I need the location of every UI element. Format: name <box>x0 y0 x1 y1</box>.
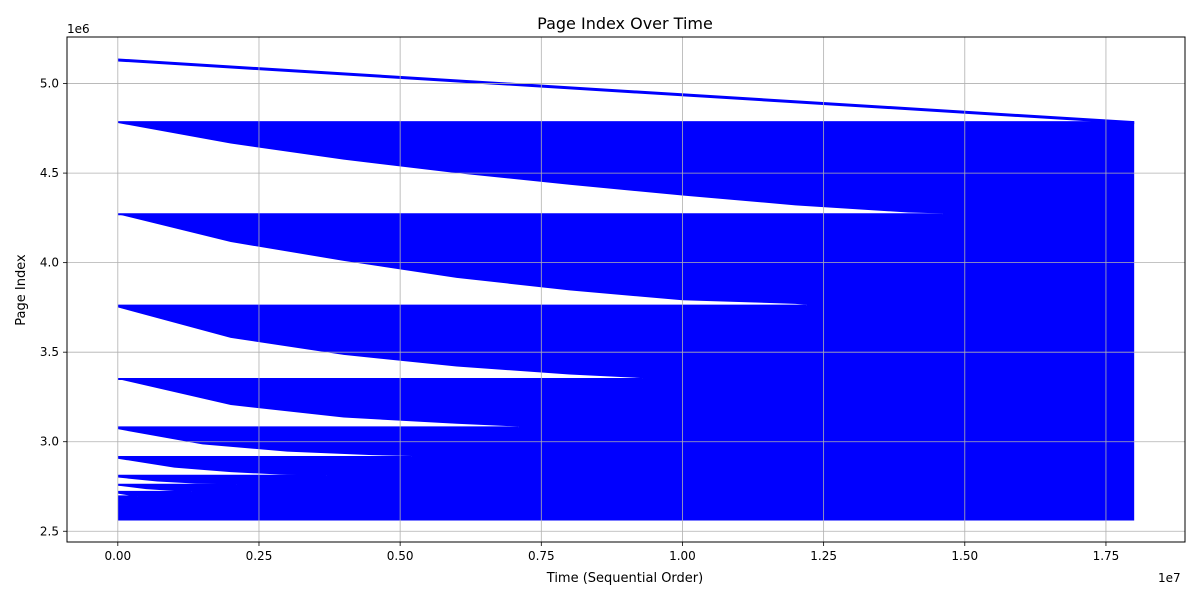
wedge-gap-4 <box>117 379 519 428</box>
y-tick-label-1: 3.0 <box>40 435 59 449</box>
wedge-gap-2 <box>117 214 807 306</box>
wedge-gap-7 <box>117 477 237 485</box>
x-tick-label-1: 0.25 <box>246 549 273 563</box>
x-tick-label-3: 0.75 <box>528 549 555 563</box>
y-axis-label: Page Index <box>14 254 29 326</box>
chart-title: Page Index Over Time <box>537 14 713 33</box>
wedge-gap-6 <box>117 458 327 476</box>
wedge-gap-3 <box>117 307 643 380</box>
wedge-gap-1 <box>117 122 943 215</box>
y-offset-label: 1e6 <box>67 22 90 36</box>
x-axis-label: Time (Sequential Order) <box>546 571 703 586</box>
x-tick-label-4: 1.00 <box>669 549 696 563</box>
y-tick-label-2: 3.5 <box>40 345 59 359</box>
x-offset-label: 1e7 <box>1158 571 1181 585</box>
x-tick-label-7: 1.75 <box>1093 549 1120 563</box>
y-tick-label-5: 5.0 <box>40 77 59 91</box>
x-tick-label-5: 1.25 <box>810 549 837 563</box>
x-tick-label-6: 1.50 <box>951 549 978 563</box>
wedge-gap-5 <box>117 429 412 457</box>
y-tick-label-4: 4.5 <box>40 166 59 180</box>
plot-frame <box>66 36 1186 543</box>
x-tick-label-2: 0.50 <box>387 549 414 563</box>
top-sloped-band <box>117 58 1135 125</box>
wedge-gap-8 <box>117 485 192 492</box>
y-tick-label-0: 2.5 <box>40 524 59 538</box>
y-tick-label-3: 4.0 <box>40 256 59 270</box>
x-tick-label-0: 0.00 <box>104 549 131 563</box>
